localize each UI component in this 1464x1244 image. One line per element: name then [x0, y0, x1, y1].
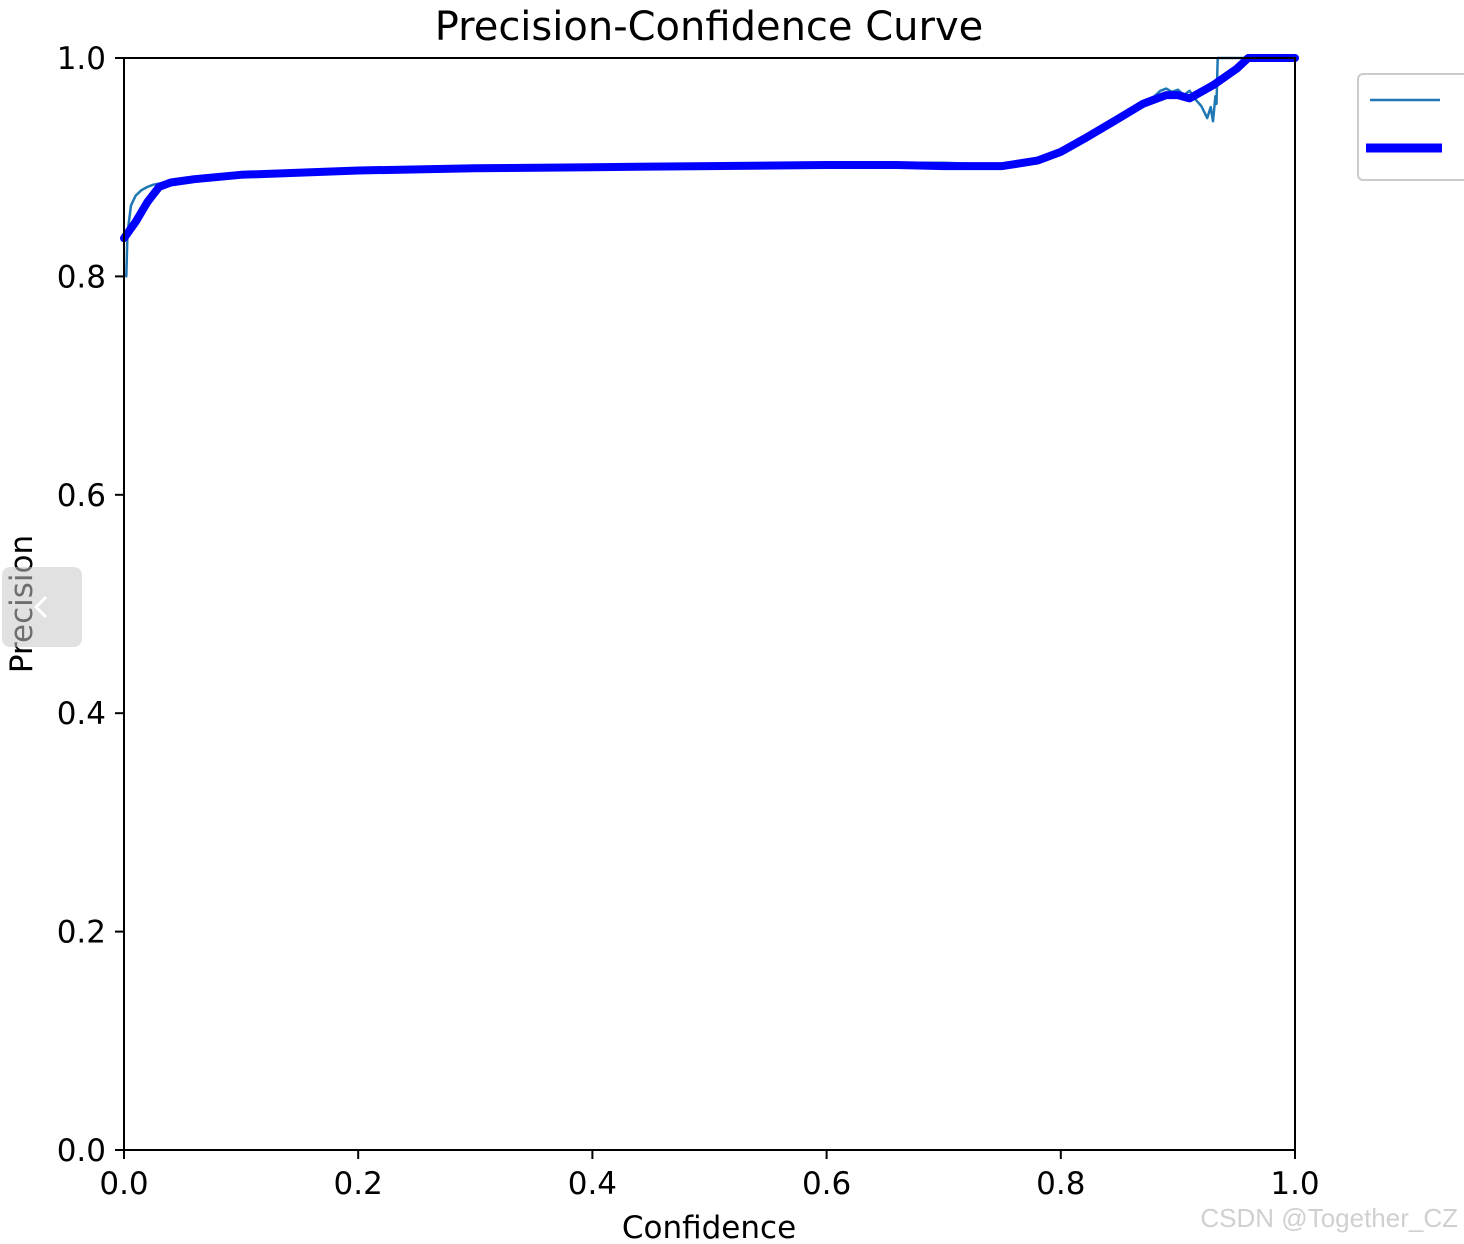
- x-tick-label: 0.2: [334, 1166, 383, 1202]
- axes-frame: [123, 57, 1296, 1151]
- series-thick-line: [120, 54, 1299, 243]
- chevron-left-icon: [33, 595, 48, 619]
- y-tick-label: 0.2: [57, 915, 106, 951]
- y-tick-label: 0.6: [57, 478, 106, 514]
- y-axis: 0.0 0.2 0.4 0.6 0.8 1.0: [57, 41, 124, 1169]
- y-tick-label: 0.8: [57, 259, 106, 295]
- legend: [1357, 73, 1464, 181]
- x-tick-label: 0.4: [568, 1166, 617, 1202]
- x-axis-label: Confidence: [622, 1210, 796, 1244]
- y-tick-label: 0.0: [57, 1133, 106, 1169]
- x-tick-label: 0.0: [99, 1166, 148, 1202]
- x-tick-label: 0.6: [802, 1166, 851, 1202]
- plot-area: [120, 54, 1299, 278]
- x-tick-label: 0.8: [1036, 1166, 1085, 1202]
- x-tick-label: 1.0: [1270, 1166, 1319, 1202]
- legend-box: [1357, 73, 1464, 181]
- watermark: CSDN @Together_CZ: [1200, 1203, 1458, 1233]
- y-tick-label: 0.4: [57, 696, 106, 732]
- y-tick-label: 1.0: [57, 41, 106, 77]
- x-axis: 0.0 0.2 0.4 0.6 0.8 1.0: [99, 1150, 1320, 1202]
- collapse-sidebar-button[interactable]: [2, 567, 82, 647]
- chart-title: Precision-Confidence Curve: [435, 4, 984, 50]
